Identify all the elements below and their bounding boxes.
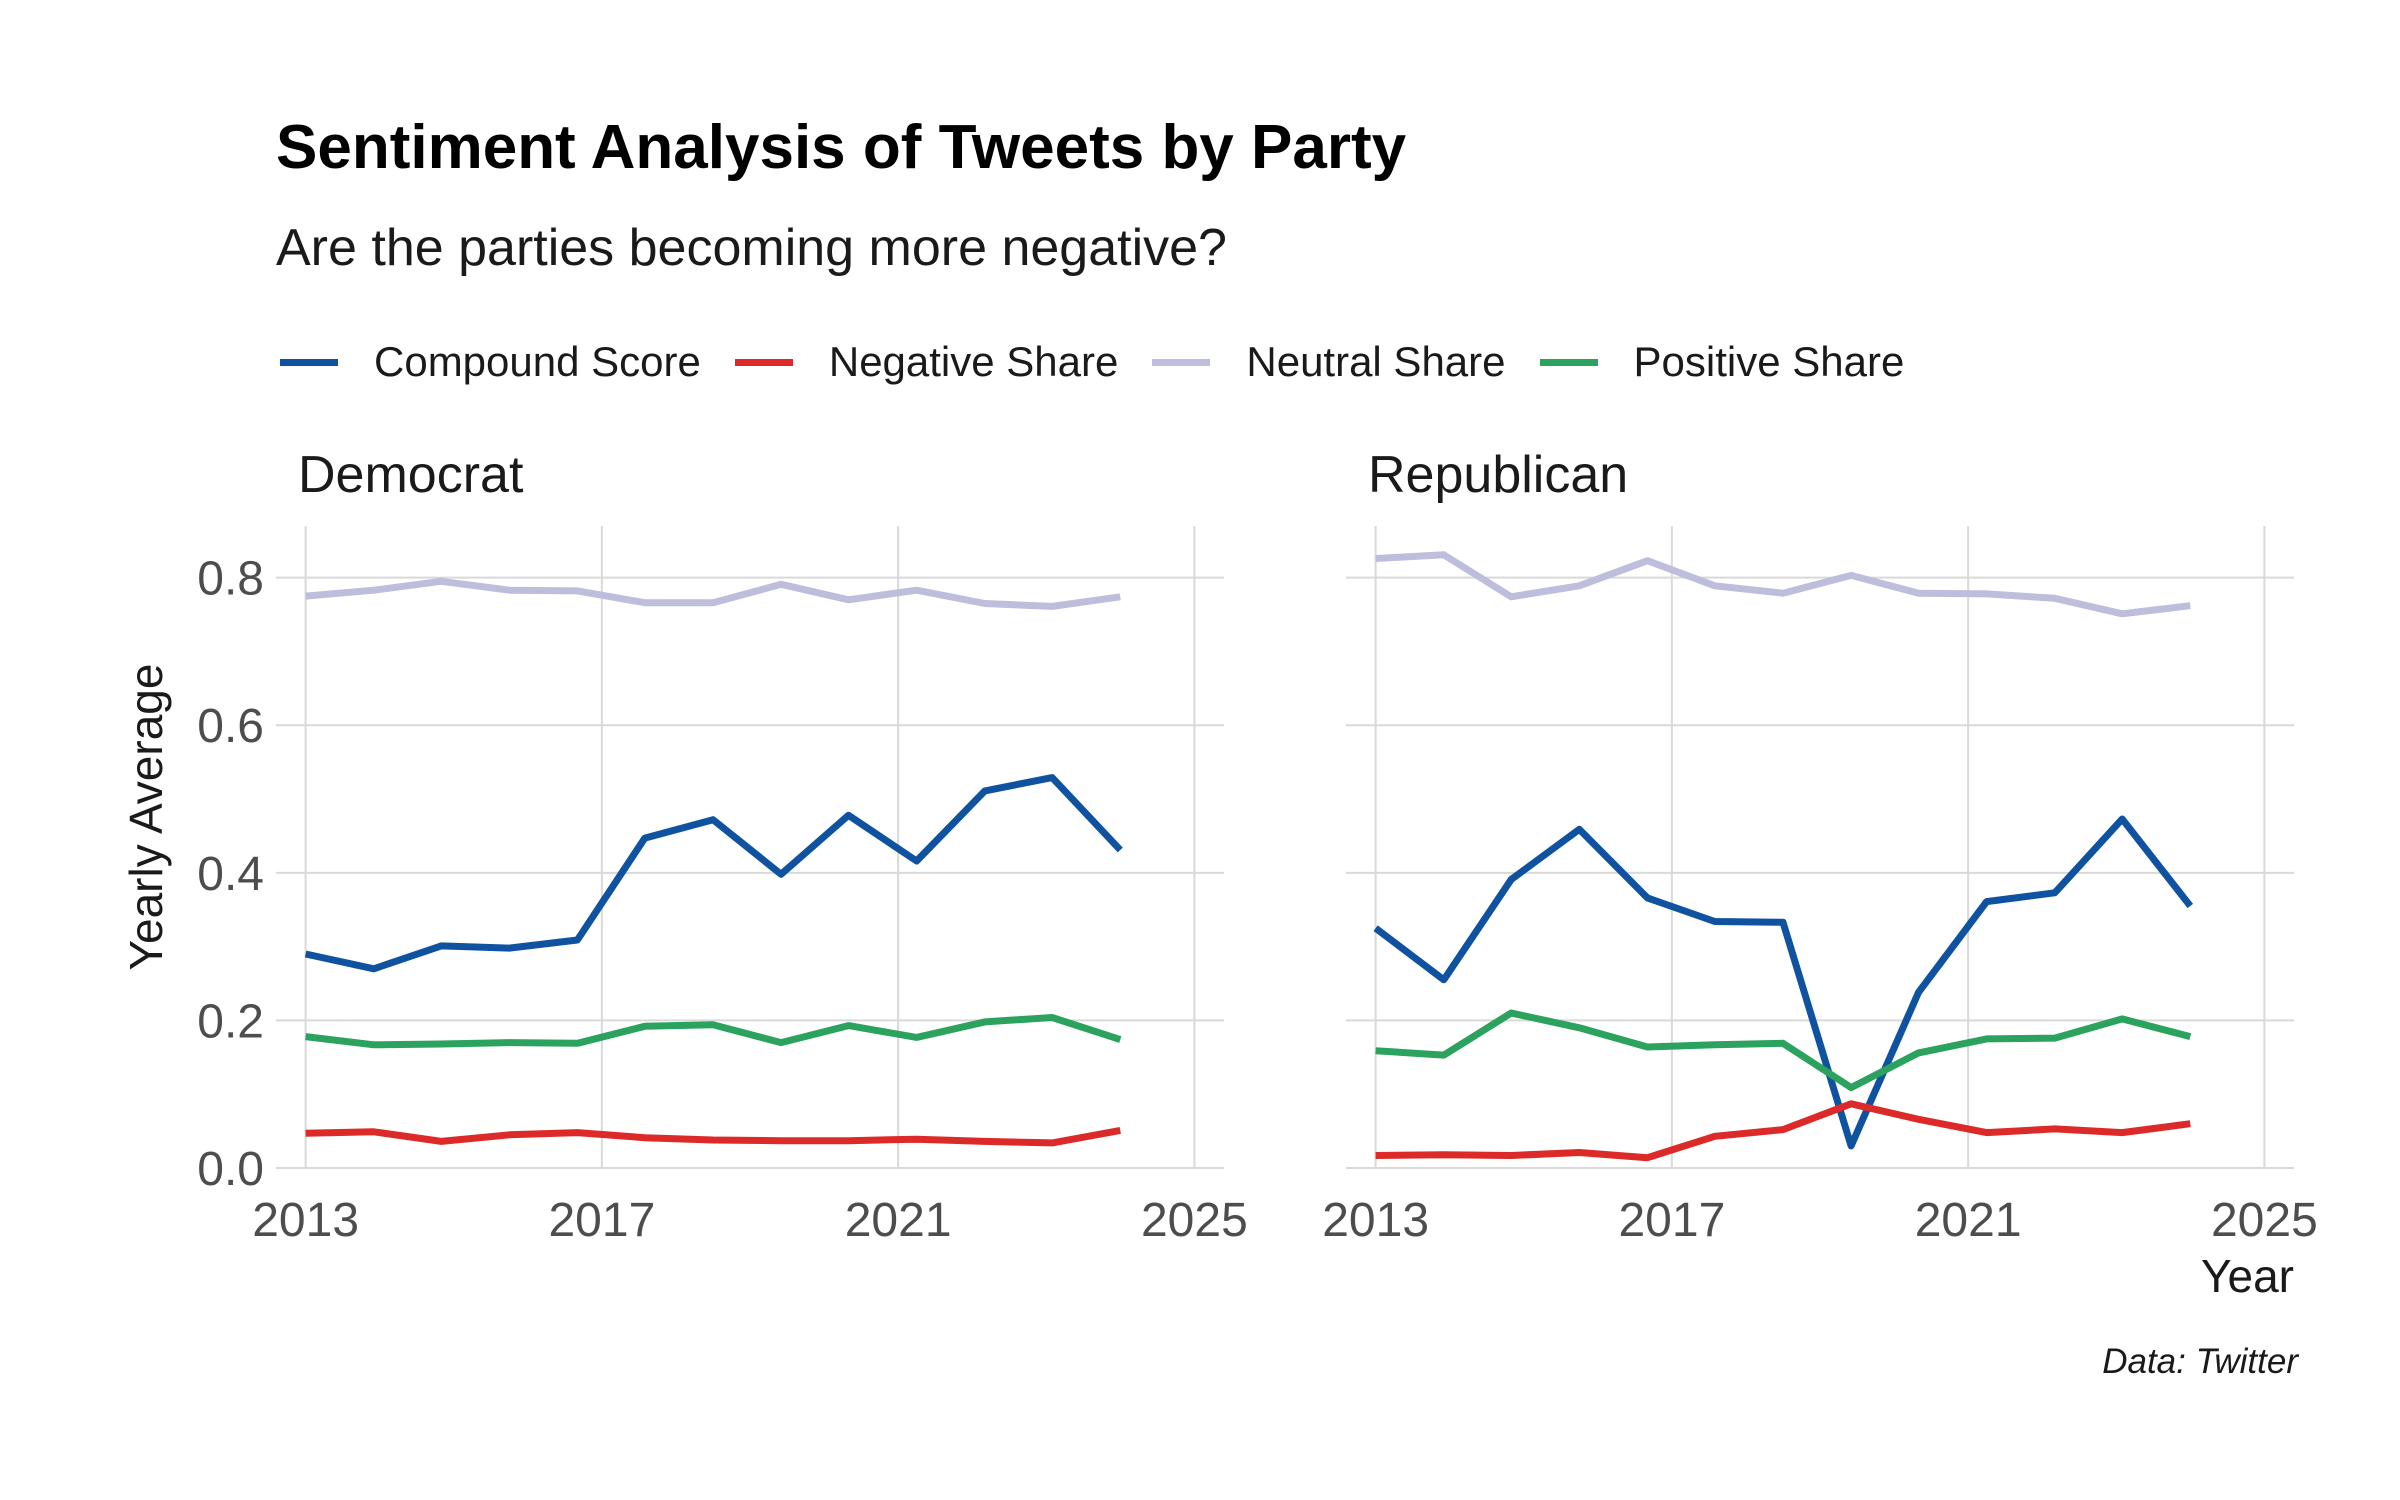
legend-item-positive: Positive Share [1539, 338, 1905, 386]
y-tick-label: 0.6 [197, 700, 264, 753]
legend-item-compound: Compound Score [280, 338, 701, 386]
y-tick-label: 0.4 [197, 848, 264, 901]
legend-item-negative: Negative Share [734, 338, 1119, 386]
legend-key-neutral [1152, 358, 1211, 366]
series-line-neutral-share [305, 577, 1121, 610]
y-tick-label: 0.0 [197, 1143, 264, 1196]
y-tick-label: 0.2 [197, 995, 264, 1048]
x-tick-label: 2013 [252, 1194, 359, 1247]
facet-label: Democrat [298, 446, 524, 504]
y-axis-title: Yearly Average [120, 664, 172, 971]
x-tick-label: 2021 [845, 1194, 952, 1247]
legend-label: Positive Share [1633, 338, 1905, 385]
legend-item-neutral: Neutral Share [1152, 338, 1506, 386]
x-tick-label: 2017 [548, 1194, 655, 1247]
series-line-positive-share [1375, 1009, 2192, 1092]
series-line-compound-score [304, 774, 1123, 973]
chart-subtitle: Are the parties becoming more negative? [276, 219, 1227, 277]
x-tick-label: 2017 [1618, 1194, 1725, 1247]
x-tick-label: 2013 [1322, 1194, 1429, 1247]
facet-panel-democrat: Democrat 2013 2017 2021 2025 0.0 0.2 0.4 0.6 0.8 [197, 446, 1248, 1247]
facet-label: Republican [1368, 446, 1628, 504]
caption: Data: Twitter [2102, 1342, 2298, 1381]
legend-key-compound [280, 358, 338, 366]
x-tick-label: 2025 [1141, 1194, 1248, 1247]
series-line-positive-share [305, 1014, 1122, 1049]
chart-title: Sentiment Analysis of Tweets by Party [276, 113, 1407, 182]
facet-panel-republican: Republican 2013 2017 2021 2025 [1322, 446, 2318, 1247]
series-line-negative-share [1375, 1100, 2191, 1162]
x-tick-label: 2025 [2211, 1194, 2318, 1247]
legend-key-positive [1539, 358, 1598, 366]
y-tick-label: 0.8 [197, 553, 264, 606]
series-line-negative-share [305, 1126, 1121, 1147]
legend-key-negative [734, 358, 793, 366]
x-axis-title: Year [2201, 1250, 2294, 1302]
legend-label: Negative Share [828, 338, 1119, 385]
series-line-neutral-share [1375, 551, 2191, 618]
x-tick-label: 2021 [1915, 1194, 2022, 1247]
legend: Compound Score Negative Share Neutral Sh… [280, 332, 1938, 392]
series-line-compound-score [1373, 815, 2194, 1150]
legend-label: Compound Score [374, 338, 701, 385]
legend-label: Neutral Share [1246, 338, 1506, 385]
